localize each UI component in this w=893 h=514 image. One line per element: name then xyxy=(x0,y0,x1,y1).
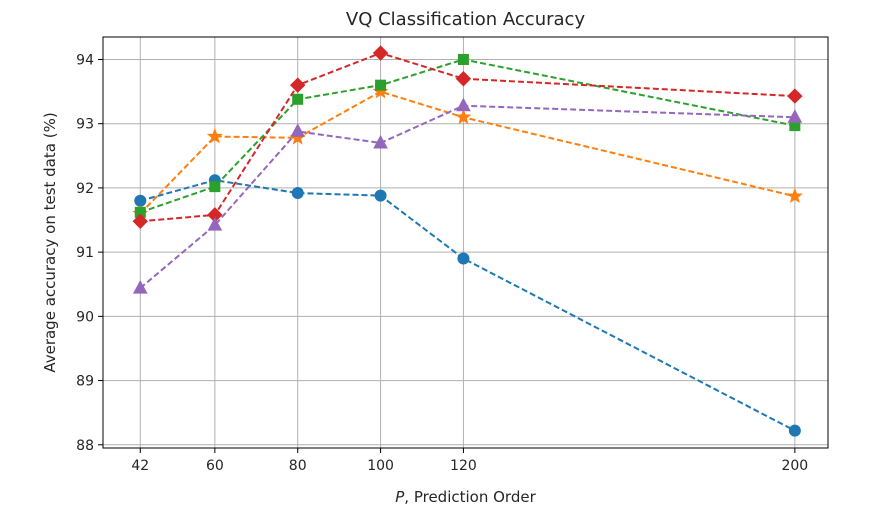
y-tick-label: 91 xyxy=(76,245,94,261)
series-2-group xyxy=(132,83,803,221)
x-tick-label: 80 xyxy=(289,458,307,474)
series-5-group xyxy=(132,97,803,294)
y-tick-label: 94 xyxy=(76,52,94,68)
series-4-group xyxy=(132,45,803,230)
data-point-marker xyxy=(456,97,471,112)
series-3-line xyxy=(139,58,796,214)
data-point-marker xyxy=(207,217,223,231)
data-point-marker xyxy=(455,71,472,87)
data-point-marker xyxy=(132,213,148,230)
y-tick-label: 88 xyxy=(76,438,94,454)
data-point-marker xyxy=(786,187,803,204)
data-point-marker xyxy=(375,79,387,91)
y-axis-ticks: 88 89 90 91 92 93 94 xyxy=(76,52,103,454)
x-tick-label: 60 xyxy=(206,458,224,474)
data-point-marker xyxy=(374,189,387,202)
data-point-marker xyxy=(372,45,389,61)
chart-title: VQ Classification Accuracy xyxy=(346,9,586,30)
data-point-marker xyxy=(206,128,223,144)
plot-area-frame xyxy=(102,36,829,449)
data-point-marker xyxy=(290,77,306,93)
y-tick-label: 92 xyxy=(76,181,94,197)
x-tick-label: 42 xyxy=(131,458,149,474)
x-tick-label: 100 xyxy=(367,458,394,474)
x-axis-ticks: 42 60 80 100 120 200 xyxy=(131,448,808,474)
x-axis-label-variable: P xyxy=(395,488,405,506)
data-point-marker xyxy=(788,424,801,437)
series-group xyxy=(132,45,803,437)
data-point-marker xyxy=(457,252,470,265)
x-axis-label-text: , Prediction Order xyxy=(404,488,536,506)
data-point-marker xyxy=(132,280,148,294)
series-5-line xyxy=(139,104,795,289)
x-tick-label: 120 xyxy=(450,458,477,474)
y-axis-label: Average accuracy on test data (%) xyxy=(41,112,59,372)
data-point-marker xyxy=(455,108,472,125)
x-axis-label: P, Prediction Order xyxy=(395,488,536,506)
y-tick-label: 89 xyxy=(76,374,94,390)
grid xyxy=(103,37,828,448)
series-3-group xyxy=(134,53,801,218)
x-tick-label: 200 xyxy=(781,458,808,474)
data-point-marker xyxy=(787,88,803,104)
series-1-group xyxy=(134,174,801,437)
y-tick-label: 93 xyxy=(76,117,94,133)
series-4-line xyxy=(140,51,795,223)
data-point-marker xyxy=(290,123,306,137)
data-point-marker xyxy=(134,194,147,207)
data-point-marker xyxy=(787,109,803,123)
y-tick-label: 90 xyxy=(76,309,94,325)
data-point-marker xyxy=(291,187,304,200)
data-point-marker xyxy=(373,134,388,149)
data-point-marker xyxy=(292,93,304,105)
series-2-line xyxy=(139,90,796,215)
data-point-marker xyxy=(457,53,469,65)
series-1-line xyxy=(140,179,796,432)
data-point-marker xyxy=(209,181,221,193)
